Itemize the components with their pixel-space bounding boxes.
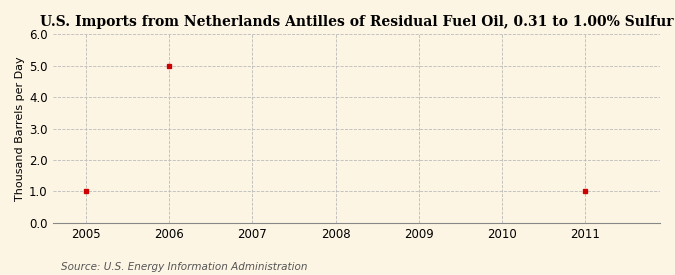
Title: U.S. Imports from Netherlands Antilles of Residual Fuel Oil, 0.31 to 1.00% Sulfu: U.S. Imports from Netherlands Antilles o… — [40, 15, 673, 29]
Y-axis label: Thousand Barrels per Day: Thousand Barrels per Day — [15, 56, 25, 201]
Text: Source: U.S. Energy Information Administration: Source: U.S. Energy Information Administ… — [61, 262, 307, 272]
